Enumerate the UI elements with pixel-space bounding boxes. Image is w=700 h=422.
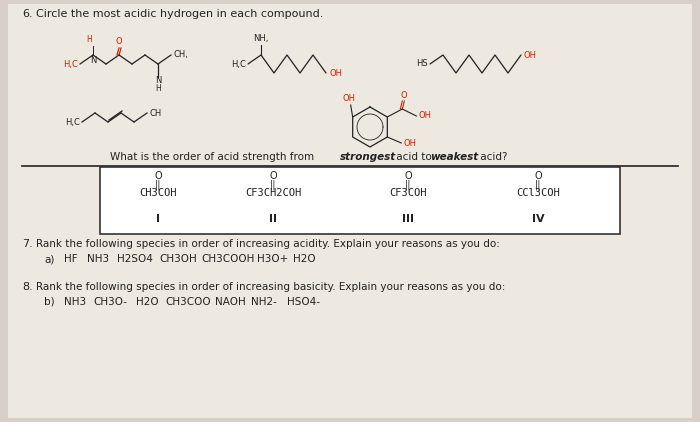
Text: OH: OH	[403, 138, 416, 148]
Text: O: O	[404, 171, 412, 181]
Text: weakest: weakest	[430, 152, 478, 162]
Text: H3O+: H3O+	[257, 254, 288, 264]
Text: H2O: H2O	[136, 297, 159, 307]
Text: HS: HS	[416, 60, 428, 68]
Text: HF: HF	[64, 254, 78, 264]
Text: acid?: acid?	[477, 152, 508, 162]
Text: OH: OH	[524, 51, 537, 60]
Text: CH,: CH,	[173, 51, 188, 60]
Bar	[100, 167, 620, 234]
Text: H,C: H,C	[231, 60, 246, 68]
Text: NH2-: NH2-	[251, 297, 276, 307]
Text: NH3: NH3	[64, 297, 86, 307]
Text: O: O	[270, 171, 276, 181]
Text: H2SO4: H2SO4	[116, 254, 153, 264]
Text: ||: ||	[155, 179, 161, 189]
Text: O: O	[534, 171, 542, 181]
Text: ||: ||	[405, 179, 412, 189]
Text: What is the order of acid strength from: What is the order of acid strength from	[110, 152, 317, 162]
Text: Circle the most acidic hydrogen in each compound.: Circle the most acidic hydrogen in each …	[36, 9, 323, 19]
Text: O: O	[116, 37, 122, 46]
Text: b): b)	[44, 297, 55, 307]
Text: H: H	[155, 84, 161, 93]
Text: Rank the following species in order of increasing acidity. Explain your reasons : Rank the following species in order of i…	[36, 239, 500, 249]
Text: 8.: 8.	[22, 282, 33, 292]
Text: NH,: NH,	[253, 34, 269, 43]
Text: H,C: H,C	[65, 117, 80, 127]
Text: III: III	[402, 214, 414, 224]
Text: CH3COO: CH3COO	[165, 297, 211, 307]
Text: IV: IV	[532, 214, 545, 224]
Text: N: N	[90, 56, 96, 65]
Text: H,C: H,C	[63, 60, 78, 68]
Text: II: II	[269, 214, 277, 224]
Text: H2O: H2O	[293, 254, 316, 264]
Text: ||: ||	[270, 179, 276, 189]
Text: acid to: acid to	[393, 152, 435, 162]
Text: O: O	[154, 171, 162, 181]
Text: OH: OH	[419, 111, 431, 121]
Text: NAOH: NAOH	[214, 297, 245, 307]
Text: CH: CH	[149, 108, 161, 117]
Text: CH3O-: CH3O-	[94, 297, 127, 307]
Text: CF3COH: CF3COH	[389, 188, 427, 198]
Text: O: O	[400, 91, 407, 100]
Text: 7.: 7.	[22, 239, 33, 249]
Text: CF3CH2COH: CF3CH2COH	[245, 188, 301, 198]
Text: OH: OH	[329, 68, 342, 78]
Text: H: H	[86, 35, 92, 44]
Text: a): a)	[44, 254, 55, 264]
Text: OH: OH	[342, 94, 355, 103]
Text: CH3COH: CH3COH	[139, 188, 176, 198]
Text: 6.: 6.	[22, 9, 33, 19]
Text: Rank the following species in order of increasing basicity. Explain your reasons: Rank the following species in order of i…	[36, 282, 505, 292]
Text: CH3COOH: CH3COOH	[202, 254, 255, 264]
Text: N: N	[155, 76, 161, 85]
Text: ||: ||	[535, 179, 541, 189]
Text: strongest: strongest	[340, 152, 396, 162]
Text: CH3OH: CH3OH	[159, 254, 197, 264]
Text: HSO4-: HSO4-	[286, 297, 319, 307]
Text: I: I	[156, 214, 160, 224]
Text: NH3: NH3	[87, 254, 109, 264]
Text: CCl3COH: CCl3COH	[516, 188, 560, 198]
